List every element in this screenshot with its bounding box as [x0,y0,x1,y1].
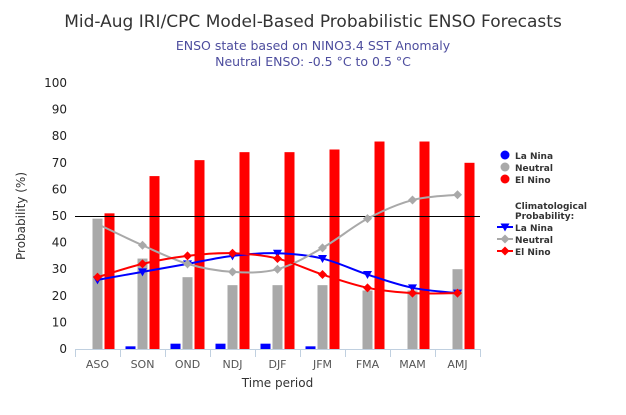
climatology-point-neutral-djf [273,264,282,274]
climatology-point-neutral-fma [363,214,372,224]
y-tick-label: 40 [52,236,67,250]
climatology-point-el-nino-aso [93,272,102,282]
bar-neutral-son [137,258,148,349]
x-tick-label: ASO [86,358,110,371]
y-tick-label: 60 [52,182,67,196]
climatology-point-el-nino-son [138,259,147,269]
bar-neutral-djf [272,285,283,349]
bar-la-nina-djf [260,343,271,349]
legend-climatology-title: Probability: [515,212,574,222]
climatology-point-la-nina-son [138,268,147,277]
climatology-point-neutral-aso [93,219,102,229]
climatology-point-el-nino-amj [453,288,462,298]
climatology-point-la-nina-djf [273,249,282,258]
climatology-point-el-nino-ond [183,251,192,261]
climatology-point-neutral-mam [408,195,417,205]
bar-la-nina-ndj [215,343,226,349]
legend-label: La Nina [515,152,553,162]
plot-area: 0 10 20 30 40 50 60 70 80 90 100 ASO SON OND NDJ DJF JFM… [14,76,481,390]
climatology-point-neutral-amj [453,190,462,200]
legend-climatology-marker-la-nina [500,223,510,232]
climatology-point-el-nino-fma [363,283,372,293]
x-tick-label: AMJ [447,358,467,371]
legend-marker-neutral [500,162,510,172]
legend-climatology-marker-el-nino [500,246,510,256]
x-axis-title: Time period [241,376,313,390]
x-tick-label: NDJ [223,358,243,371]
climatology-point-el-nino-djf [273,254,282,264]
y-tick-label: 90 [52,103,67,117]
bar-el-nino-aso [104,213,115,349]
chart-subtitle-line-1: ENSO state based on NINO3.4 SST Anomaly [176,38,451,53]
climatology-point-neutral-jfm [318,243,327,253]
legend-label: El Nino [515,248,551,258]
legend-climatology-marker-neutral [500,234,510,244]
legend-label: Neutral [515,236,553,246]
legend-marker-el-nino [500,174,510,184]
x-tick-label: FMA [356,358,380,371]
y-tick-label: 20 [52,289,67,303]
bar-neutral-ndj [227,285,238,349]
bar-neutral-fma [362,290,373,349]
climatology-point-el-nino-mam [408,288,417,298]
legend-marker-la-nina [500,150,510,160]
bar-la-nina-ond [170,343,181,349]
climatology-point-la-nina-jfm [318,255,327,264]
climatology-point-el-nino-ndj [228,248,237,258]
bar-el-nino-jfm [329,149,340,349]
x-tick-label: OND [175,358,200,371]
climatology-point-neutral-son [138,240,147,250]
climatology-point-neutral-ndj [228,267,237,277]
climatology-point-el-nino-jfm [318,270,327,280]
legend-label: El Nino [515,176,551,186]
climatology-point-neutral-ond [183,259,192,269]
legend-climatology-title: Climatological [515,202,587,212]
x-tick-label: MAM [399,358,426,371]
legend: La Nina Neutral El Nino ClimatologicalProba… [497,150,587,258]
bar-el-nino-djf [284,152,295,349]
legend-label: La Nina [515,224,553,234]
bar-el-nino-amj [464,162,475,349]
bar-la-nina-son [125,346,136,349]
x-tick-label: DJF [268,358,286,371]
bar-neutral-jfm [317,285,328,349]
bar-el-nino-son [149,176,160,349]
bar-el-nino-ndj [239,152,250,349]
y-tick-label: 80 [52,129,67,143]
y-tick-label: 0 [59,342,67,356]
bar-neutral-mam [407,290,418,349]
y-tick-label: 50 [52,209,67,223]
y-tick-label: 10 [52,315,67,329]
bar-neutral-amj [452,269,463,349]
bar-el-nino-mam [419,141,430,349]
x-tick-label: JFM [312,358,332,371]
climatology-point-la-nina-mam [408,284,417,293]
bar-neutral-ond [182,277,193,349]
chart-subtitle-line-2: Neutral ENSO: -0.5 °C to 0.5 °C [215,54,411,69]
legend-label: Neutral [515,164,553,174]
bar-la-nina-jfm [305,346,316,349]
y-axis-title: Probability (%) [14,172,28,260]
climatology-point-la-nina-fma [363,271,372,280]
bar-el-nino-fma [374,141,385,349]
y-tick-label: 70 [52,156,67,170]
y-tick-label: 100 [44,76,67,90]
chart-title: Mid-Aug IRI/CPC Model-Based Probabilisti… [64,12,562,32]
x-tick-label: SON [131,358,155,371]
y-tick-label: 30 [52,262,67,276]
